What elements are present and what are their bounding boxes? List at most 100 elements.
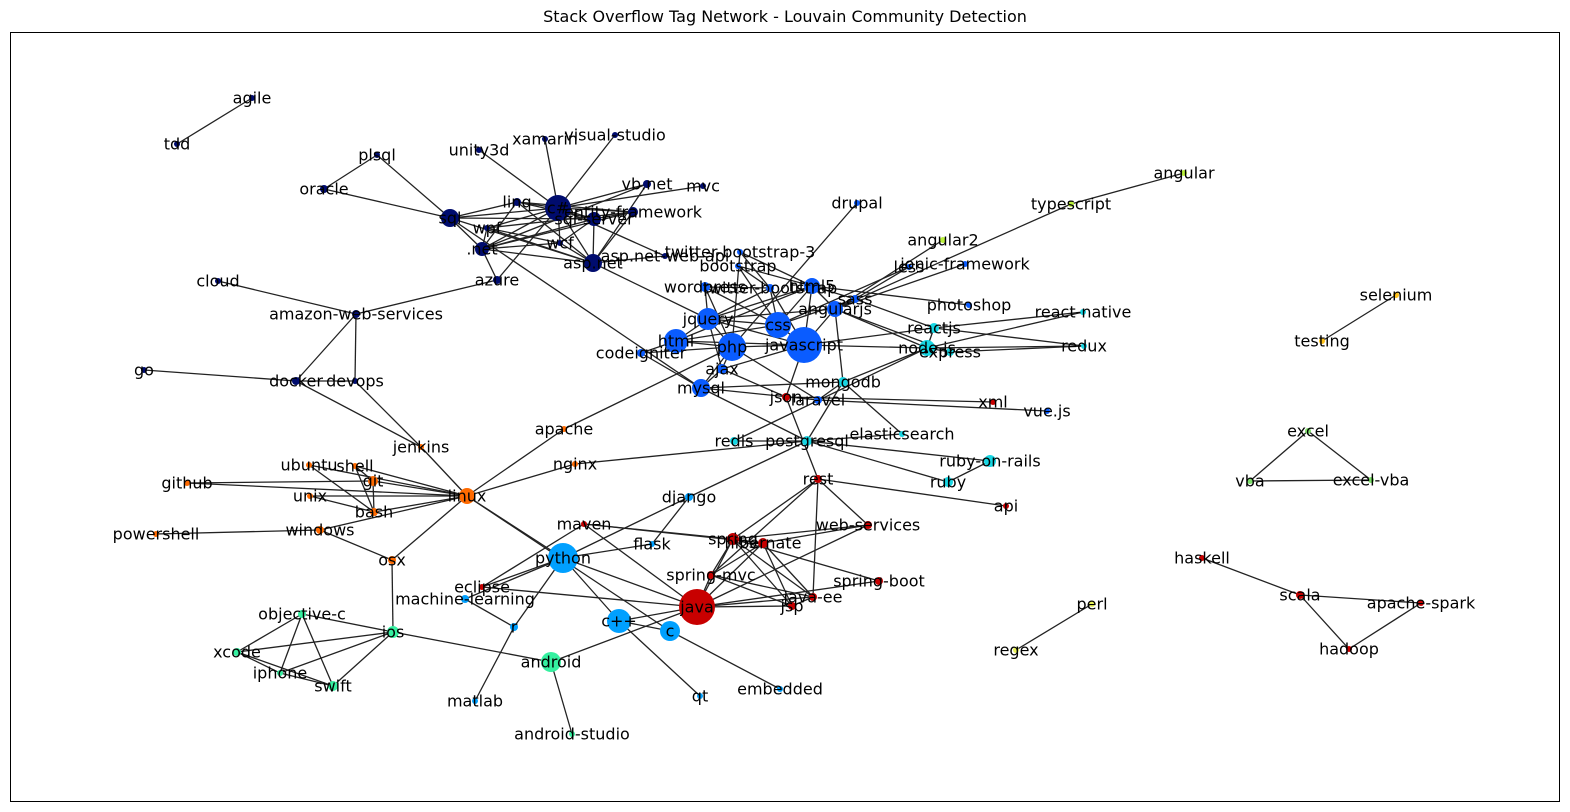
edge-c++-qt xyxy=(618,620,701,697)
node-label-xamarin: xamarin xyxy=(512,130,578,149)
node-label-objective-c: objective-c xyxy=(258,605,346,624)
edge-cloud-amazon-web-services xyxy=(217,280,357,315)
node-c# xyxy=(545,195,571,221)
node-maven xyxy=(581,521,587,527)
label-layer: agile tdd plsql unity3dxamarinvisual-studio… xyxy=(113,89,1476,744)
edge-ruby-on-rails-ruby xyxy=(947,460,991,483)
edge-express-redux xyxy=(949,345,1085,353)
node-osx xyxy=(388,556,396,564)
edge-html5-twitter-bootstrap-3 xyxy=(739,251,813,287)
node-regex xyxy=(1013,647,1019,653)
node-label-plsql: plsql xyxy=(358,146,396,165)
node-wpf xyxy=(484,225,490,231)
edge-spring-mvc-jsp xyxy=(710,574,793,607)
node-label-wordpress: wordpress xyxy=(664,278,746,297)
edge-sql-linq xyxy=(449,201,518,219)
edge-unix-bash xyxy=(309,495,375,513)
edge-javascript-reactjs xyxy=(803,327,935,346)
node-label-embedded: embedded xyxy=(737,680,823,699)
edge-css-html xyxy=(675,324,779,342)
node-node.js xyxy=(919,340,935,356)
node-java-ee xyxy=(809,593,817,601)
edge-postgresql-elasticsearch xyxy=(806,433,903,442)
node-entity-framework xyxy=(628,207,638,217)
node-label-hadoop: hadoop xyxy=(1319,640,1379,659)
node-spring-mvc xyxy=(707,571,715,579)
edge-vba-excel-vba xyxy=(1249,479,1372,482)
edge-objective-c-xcode xyxy=(236,613,303,653)
node-apache xyxy=(561,426,567,432)
node-github xyxy=(184,480,190,486)
node-python xyxy=(548,543,578,573)
node-label-spring: spring xyxy=(708,530,758,549)
node-label-nginx: nginx xyxy=(553,455,597,474)
edge-linux-windows xyxy=(319,495,468,531)
node-label-swift: swift xyxy=(314,677,352,696)
edge-ios-iphone xyxy=(279,631,394,674)
node-jsp xyxy=(788,602,796,610)
node-label-testing: testing xyxy=(1294,332,1349,351)
node-vba xyxy=(1247,478,1253,484)
node-label-reactjs: reactjs xyxy=(907,319,961,338)
node-matlab xyxy=(472,698,478,704)
node-cloud xyxy=(215,278,221,284)
node-label-php: php xyxy=(717,338,747,357)
node-twitter-bootstrap-3 xyxy=(737,249,743,255)
node-bootstrap xyxy=(735,263,741,269)
node-unity3d xyxy=(476,147,482,153)
edge-asp.net-entity-framework xyxy=(592,211,634,264)
node-angular xyxy=(1181,170,1187,176)
node-label-asp.net-web-api: asp.net-web-api xyxy=(601,247,730,266)
edge-php-codeigniter xyxy=(640,346,733,354)
node-eclipse xyxy=(479,584,485,590)
node-swift xyxy=(328,681,338,691)
node-bash xyxy=(370,508,378,516)
edge-c#-.net xyxy=(481,207,559,250)
node-embedded xyxy=(777,686,783,692)
node-label-machine-learning: machine-learning xyxy=(395,590,535,609)
edge-wordpress-twitter-bootstrap xyxy=(704,286,771,289)
edge-layer xyxy=(143,97,1422,735)
node-label-codeigniter: codeigniter xyxy=(596,344,687,363)
node-label-ubuntu: ubuntu xyxy=(281,456,338,475)
edge-php-apache xyxy=(563,346,733,430)
node-apache-spark xyxy=(1418,600,1424,606)
node-label-hibernate: hibernate xyxy=(725,534,802,553)
edge-c#-asp.net-web-api xyxy=(557,207,666,257)
node-ionic-framework xyxy=(962,261,968,267)
node-label-agile: agile xyxy=(233,89,272,108)
node-spring-boot xyxy=(875,577,883,585)
node-ruby xyxy=(943,477,953,487)
node-label-api: api xyxy=(994,497,1018,516)
node-label-qt: qt xyxy=(692,687,708,706)
node-c xyxy=(660,621,680,641)
node-powershell xyxy=(153,531,159,537)
edge-linq-entity-framework xyxy=(516,201,634,213)
edge-java-spring-boot xyxy=(696,580,880,608)
node-selenium xyxy=(1393,292,1399,298)
edge-php-laravel xyxy=(731,346,819,401)
node-label-django: django xyxy=(662,488,717,507)
node-typescript xyxy=(1068,201,1074,207)
node-asp.net-web-api xyxy=(662,253,668,259)
edge-rest-spring-mvc xyxy=(710,478,819,576)
node-shell xyxy=(352,463,358,469)
node-objective-c xyxy=(298,610,306,618)
edge-apache-spark-hadoop xyxy=(1348,602,1422,650)
edge-agile-tdd xyxy=(176,97,253,145)
node-less xyxy=(906,264,912,270)
node-perl xyxy=(1089,601,1095,607)
node-label-entity-framework: entity-framework xyxy=(564,203,703,222)
edge-.net-linq xyxy=(481,201,518,250)
node-label-spring-boot: spring-boot xyxy=(833,572,925,591)
edge-web-services-java xyxy=(696,524,869,608)
node-label-javascript: javascript xyxy=(764,336,843,355)
edge-oracle-sql xyxy=(323,188,451,219)
edge-rest-java-ee xyxy=(812,478,819,598)
node-label-react-native: react-native xyxy=(1035,303,1132,322)
node-label-powershell: powershell xyxy=(113,525,200,544)
node-label-sql: sql xyxy=(439,209,462,228)
node-label-unity3d: unity3d xyxy=(449,141,510,160)
edge-postgresql-nginx xyxy=(574,440,808,465)
node-label-scala: scala xyxy=(1279,586,1320,605)
